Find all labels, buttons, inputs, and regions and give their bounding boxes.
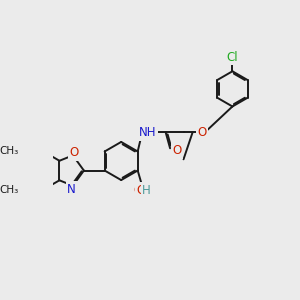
Text: NH: NH	[139, 126, 156, 139]
Text: OH: OH	[134, 184, 152, 196]
Text: O: O	[172, 144, 182, 157]
Text: O: O	[197, 126, 206, 139]
Text: CH₃: CH₃	[0, 146, 19, 156]
Text: H: H	[142, 184, 150, 196]
Text: Cl: Cl	[226, 51, 238, 64]
Text: CH₃: CH₃	[0, 185, 19, 195]
Text: N: N	[67, 183, 76, 196]
Text: O: O	[70, 146, 79, 159]
Text: O: O	[136, 184, 145, 196]
